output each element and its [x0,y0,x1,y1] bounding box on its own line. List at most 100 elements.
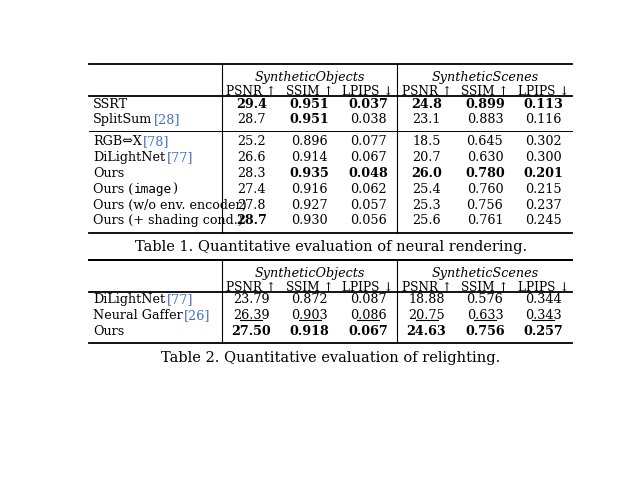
Text: SyntheticObjects: SyntheticObjects [255,71,365,84]
Text: 0.951: 0.951 [290,98,330,111]
Text: DiLightNet: DiLightNet [93,151,165,164]
Text: 0.087: 0.087 [350,293,387,306]
Text: 0.302: 0.302 [525,135,562,148]
Text: Ours: Ours [93,325,124,338]
Text: 0.780: 0.780 [465,167,505,180]
Text: 28.7: 28.7 [236,214,267,227]
Text: 0.113: 0.113 [524,98,563,111]
Text: DiLightNet: DiLightNet [93,293,165,306]
Text: 0.872: 0.872 [291,293,328,306]
Text: [77]: [77] [166,151,193,164]
Text: 0.756: 0.756 [465,325,505,338]
Text: RGB⇔X: RGB⇔X [93,135,142,148]
Text: 18.88: 18.88 [408,293,445,306]
Text: 0.215: 0.215 [525,183,562,196]
Text: image: image [133,183,172,196]
Text: 23.1: 23.1 [412,114,441,126]
Text: 0.630: 0.630 [467,151,503,164]
Text: 0.756: 0.756 [467,198,503,211]
Text: PSNR ↑: PSNR ↑ [227,281,276,294]
Text: LPIPS ↓: LPIPS ↓ [518,281,569,294]
Text: 26.39: 26.39 [233,309,269,322]
Text: 23.79: 23.79 [233,293,269,306]
Text: SSIM ↑: SSIM ↑ [286,281,333,294]
Text: 0.300: 0.300 [525,151,562,164]
Text: 0.067: 0.067 [350,151,387,164]
Text: 0.645: 0.645 [467,135,503,148]
Text: 0.077: 0.077 [350,135,387,148]
Text: SSRT: SSRT [93,98,128,111]
Text: [77]: [77] [166,293,193,306]
Text: Neural Gaffer: Neural Gaffer [93,309,183,322]
Text: 0.038: 0.038 [350,114,387,126]
Text: Ours (: Ours ( [93,183,133,196]
Text: 25.3: 25.3 [412,198,441,211]
Text: 26.6: 26.6 [237,151,266,164]
Text: PSNR ↑: PSNR ↑ [227,85,276,98]
Text: 27.8: 27.8 [237,198,266,211]
Text: 25.6: 25.6 [412,214,441,227]
Text: 0.761: 0.761 [467,214,503,227]
Text: 27.4: 27.4 [237,183,266,196]
Text: 0.916: 0.916 [291,183,328,196]
Text: Ours: Ours [93,167,124,180]
Text: Table 2. Quantitative evaluation of relighting.: Table 2. Quantitative evaluation of reli… [161,351,500,365]
Text: 0.056: 0.056 [349,214,387,227]
Text: 0.883: 0.883 [467,114,503,126]
Text: 0.760: 0.760 [467,183,503,196]
Text: 0.918: 0.918 [290,325,330,338]
Text: 0.899: 0.899 [465,98,505,111]
Text: 20.75: 20.75 [408,309,445,322]
Text: Table 1. Quantitative evaluation of neural rendering.: Table 1. Quantitative evaluation of neur… [134,240,527,254]
Text: 29.4: 29.4 [236,98,267,111]
Text: LPIPS ↓: LPIPS ↓ [518,85,569,98]
Text: 0.257: 0.257 [524,325,563,338]
Text: 0.343: 0.343 [525,309,562,322]
Text: 0.914: 0.914 [291,151,328,164]
Text: 0.116: 0.116 [525,114,561,126]
Text: 0.086: 0.086 [350,309,387,322]
Text: 0.896: 0.896 [291,135,328,148]
Text: 0.067: 0.067 [348,325,388,338]
Text: SyntheticScenes: SyntheticScenes [431,267,538,280]
Text: 0.903: 0.903 [291,309,328,322]
Text: 0.951: 0.951 [290,114,330,126]
Text: Ours (w/o env. encoder): Ours (w/o env. encoder) [93,198,247,211]
Text: 0.201: 0.201 [524,167,563,180]
Text: 26.0: 26.0 [411,167,442,180]
Text: SyntheticScenes: SyntheticScenes [431,71,538,84]
Text: 25.2: 25.2 [237,135,266,148]
Text: LPIPS ↓: LPIPS ↓ [342,281,394,294]
Text: 0.930: 0.930 [291,214,328,227]
Text: SSIM ↑: SSIM ↑ [286,85,333,98]
Text: 0.576: 0.576 [467,293,503,306]
Text: 28.3: 28.3 [237,167,266,180]
Text: 27.50: 27.50 [232,325,271,338]
Text: 24.8: 24.8 [411,98,442,111]
Text: 0.245: 0.245 [525,214,562,227]
Text: SSIM ↑: SSIM ↑ [461,85,509,98]
Text: SSIM ↑: SSIM ↑ [461,281,509,294]
Text: 20.7: 20.7 [412,151,441,164]
Text: 0.048: 0.048 [348,167,388,180]
Text: SplitSum: SplitSum [93,114,152,126]
Text: 28.7: 28.7 [237,114,266,126]
Text: [28]: [28] [154,114,180,126]
Text: 25.4: 25.4 [412,183,441,196]
Text: PSNR ↑: PSNR ↑ [401,281,452,294]
Text: 24.63: 24.63 [406,325,447,338]
Text: ): ) [172,183,177,196]
Text: 0.344: 0.344 [525,293,562,306]
Text: 0.927: 0.927 [291,198,328,211]
Text: SyntheticObjects: SyntheticObjects [255,267,365,280]
Text: 0.237: 0.237 [525,198,562,211]
Text: LPIPS ↓: LPIPS ↓ [342,85,394,98]
Text: PSNR ↑: PSNR ↑ [401,85,452,98]
Text: Ours (+ shading cond.): Ours (+ shading cond.) [93,214,243,227]
Text: 0.037: 0.037 [348,98,388,111]
Text: [26]: [26] [184,309,211,322]
Text: 0.633: 0.633 [467,309,503,322]
Text: 0.057: 0.057 [349,198,387,211]
Text: [78]: [78] [143,135,170,148]
Text: 0.935: 0.935 [290,167,330,180]
